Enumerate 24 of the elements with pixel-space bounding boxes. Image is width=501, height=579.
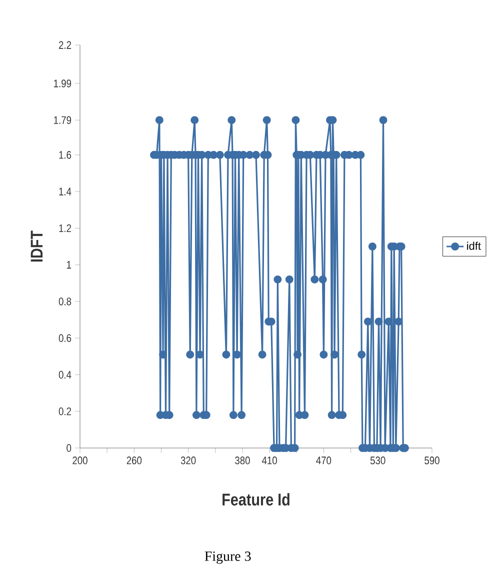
x-tick-label: 320 — [180, 456, 196, 464]
x-axis-title: Feature Id — [222, 493, 290, 506]
y-tick-label: 1 — [67, 261, 72, 269]
y-tick-label: 1.6 — [59, 151, 72, 159]
y-tick-label: 1.2 — [59, 224, 71, 232]
y-tick-label: 0.8 — [58, 298, 72, 306]
x-tick-label: 200 — [72, 456, 88, 464]
y-axis-title: IDFT — [30, 230, 43, 262]
x-tick-label: 470 — [316, 456, 332, 464]
y-tick-label: 0 — [66, 444, 72, 452]
y-tick-label: 1.79 — [54, 116, 72, 124]
y-tick-label: 0.2 — [58, 407, 71, 416]
x-tick-label: 260 — [126, 456, 142, 464]
caption: Figure 3 — [204, 552, 251, 564]
y-tick-label: 0.4 — [58, 370, 72, 379]
y-tick-label: 0.6 — [58, 334, 72, 342]
x-tick-label: 590 — [424, 456, 440, 464]
y-tick-label: 2.2 — [59, 41, 71, 49]
y-tick-label: 1.4 — [59, 188, 72, 196]
x-tick-label: 410 — [262, 456, 277, 464]
legend-label: idft — [467, 242, 481, 250]
x-tick-label: 380 — [235, 456, 250, 464]
x-tick-label: 530 — [370, 456, 386, 464]
y-tick-label: 1.99 — [54, 80, 72, 88]
